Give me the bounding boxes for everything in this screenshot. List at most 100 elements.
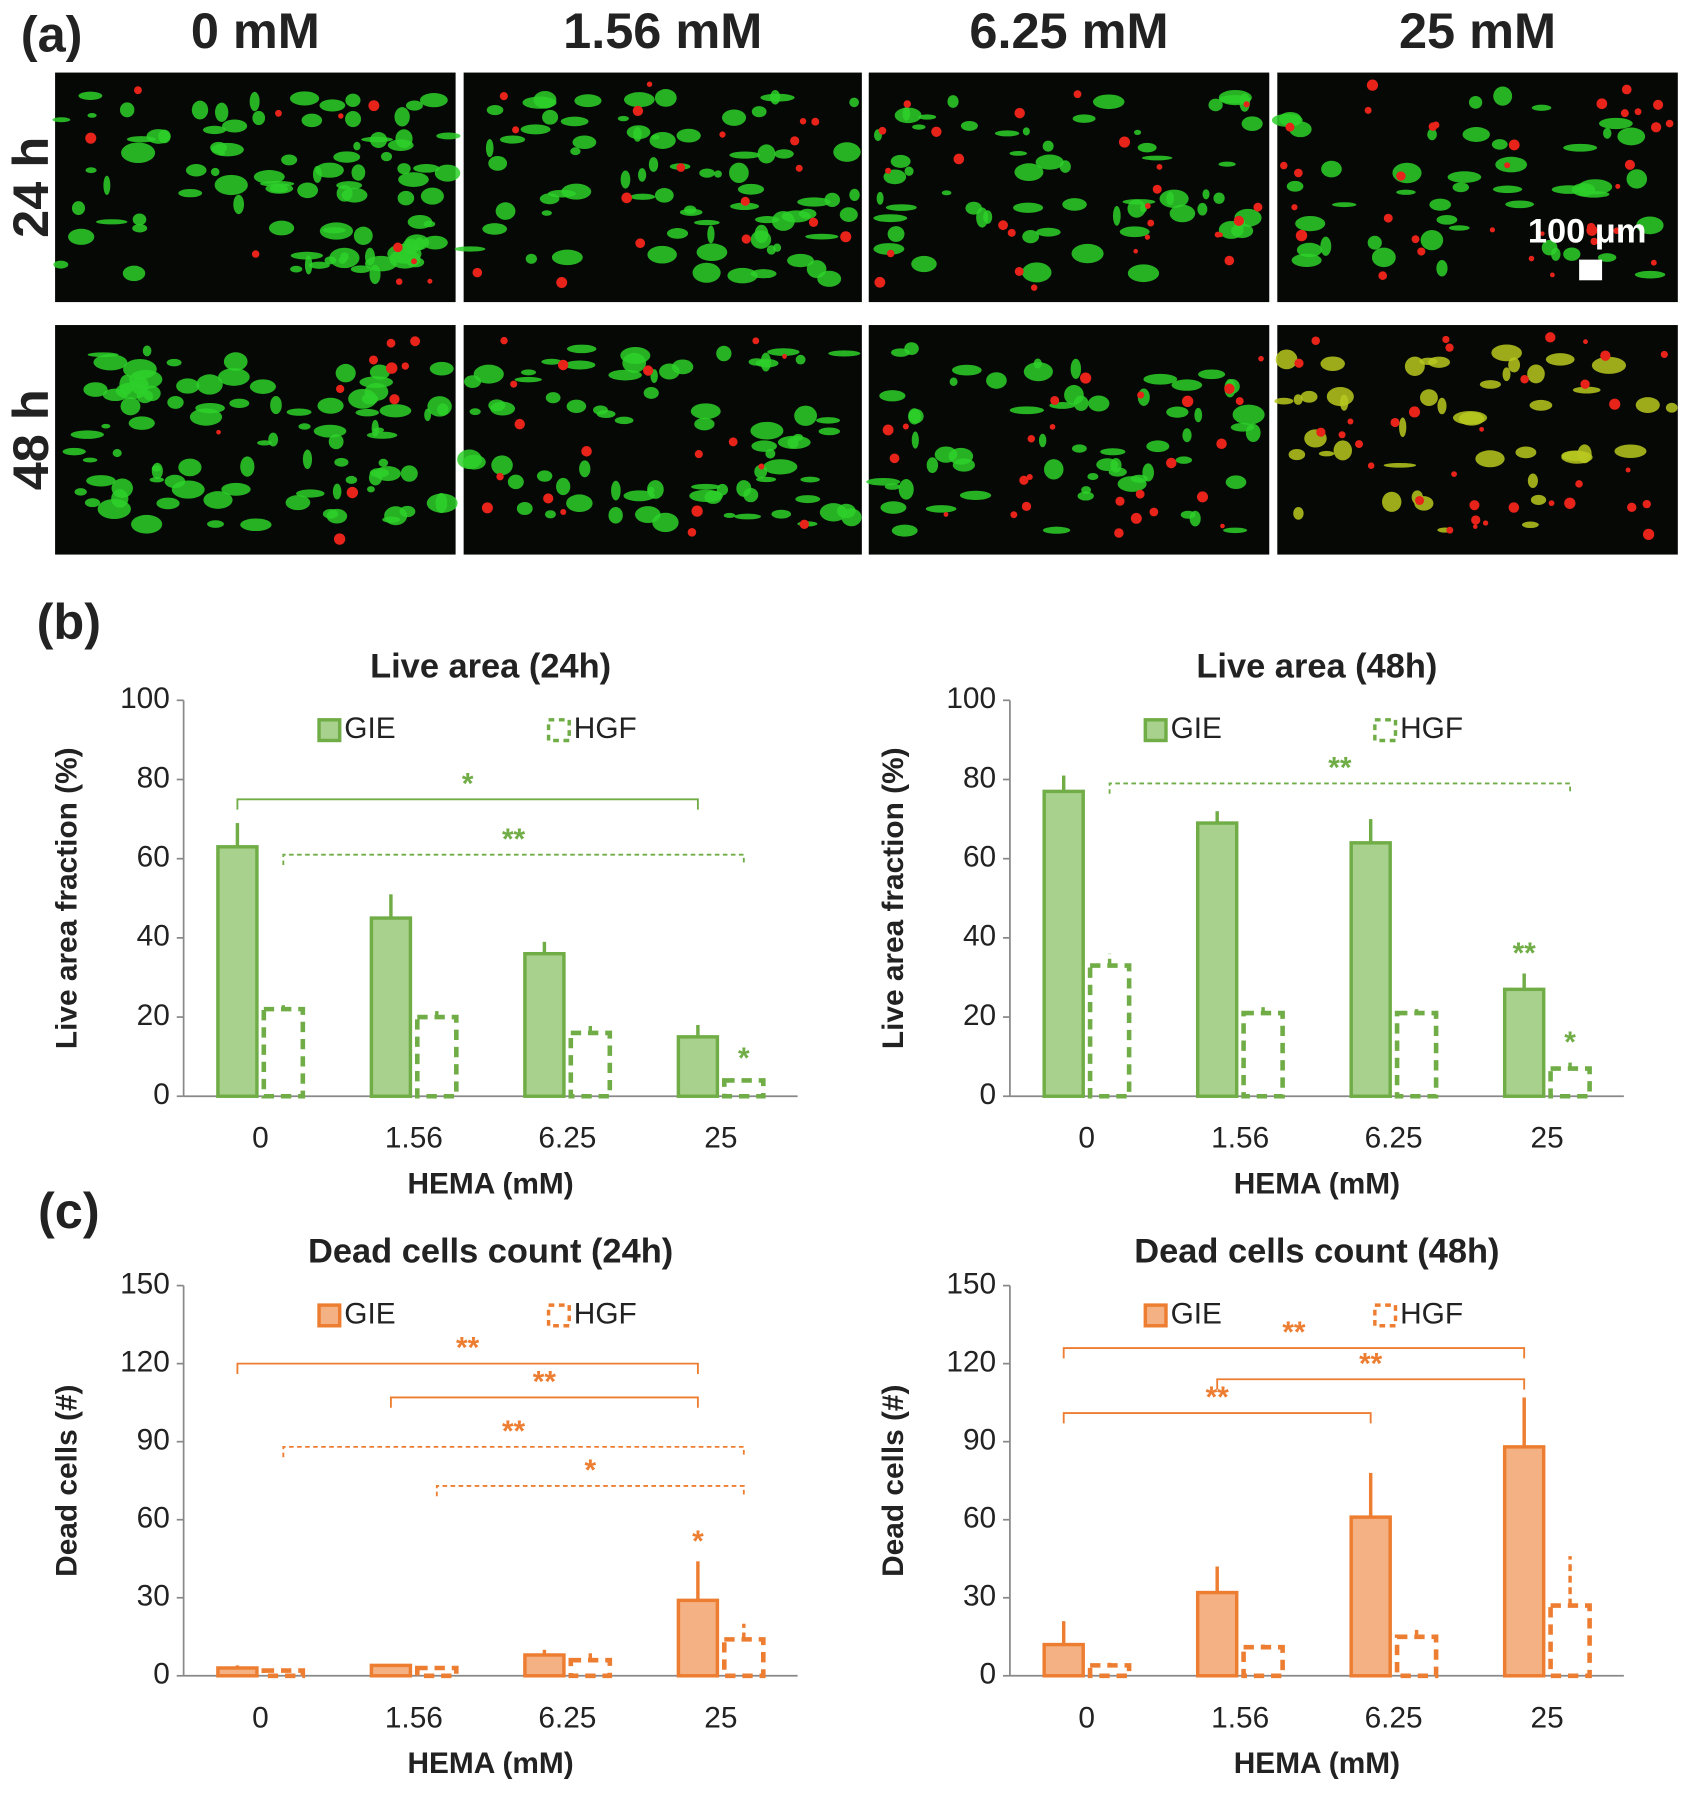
dead-cell: [1596, 98, 1608, 110]
cell-blob: [1492, 185, 1523, 194]
legend-label: HGF: [1400, 1297, 1463, 1330]
dead-cell: [510, 380, 518, 388]
dead-cell: [216, 429, 221, 435]
x-tick-label: 0: [252, 1122, 269, 1155]
significance-label: *: [462, 767, 474, 800]
cell-blob: [816, 417, 841, 424]
cell-blob: [1367, 235, 1382, 250]
panel-label: (b): [37, 593, 101, 650]
chart-title: Live area (48h): [1196, 647, 1437, 685]
cell-blob: [488, 155, 508, 171]
significance-label: *: [692, 1525, 704, 1558]
legend-label: GIE: [344, 1297, 395, 1330]
cell-blob: [70, 430, 104, 439]
cell-blob: [1274, 397, 1294, 405]
cell-blob: [464, 375, 482, 389]
dead-cell: [1152, 184, 1162, 194]
cell-blob: [1182, 428, 1192, 443]
cell-blob: [111, 489, 129, 508]
cell-blob: [149, 477, 164, 483]
cell-blob: [849, 97, 859, 108]
cell-blob: [166, 358, 182, 367]
cell-blob: [611, 480, 621, 501]
cell-blob: [1271, 113, 1303, 127]
cell-blob: [1293, 506, 1304, 520]
cell-blob: [62, 447, 86, 456]
dead-cell: [752, 337, 760, 345]
dead-cell: [1414, 495, 1425, 506]
chart-title: Dead cells count (48h): [1134, 1233, 1499, 1271]
cell-blob: [536, 470, 553, 482]
cell-blob: [912, 124, 926, 130]
cell-blob: [925, 505, 957, 513]
dead-cell: [1007, 228, 1016, 237]
legend-swatch: [317, 718, 342, 743]
dead-cell: [1504, 162, 1511, 169]
dead-cell: [427, 278, 433, 284]
dead-cell: [676, 163, 686, 172]
cell-blob: [1042, 140, 1054, 152]
bar: [676, 1035, 720, 1098]
dead-cell: [1489, 227, 1496, 233]
significance-label: **: [1513, 937, 1537, 970]
y-tick-label: 120: [120, 1346, 170, 1379]
cell-blob: [1241, 116, 1263, 132]
dead-cell: [557, 359, 569, 371]
x-axis-title: HEMA (mM): [1234, 1168, 1400, 1201]
cell-blob: [560, 116, 589, 127]
dead-cell: [1073, 90, 1082, 99]
y-axis-title: Dead cells (#): [877, 1385, 910, 1577]
dead-cell: [1243, 101, 1250, 108]
cell-blob: [771, 211, 795, 231]
dead-cell: [543, 493, 554, 504]
cell-blob: [818, 427, 841, 436]
y-axis-title: Live area fraction (%): [877, 747, 910, 1049]
x-axis-title: HEMA (mM): [407, 1168, 573, 1201]
cell-blob: [334, 457, 349, 467]
cell-blob: [880, 501, 907, 514]
bar: [1394, 1010, 1439, 1099]
dead-cell: [1472, 524, 1478, 529]
dead-cell: [1575, 480, 1583, 488]
dead-cell: [1316, 427, 1326, 437]
dead-cell: [1634, 108, 1642, 116]
dead-cell: [1383, 213, 1393, 223]
cell-blob: [1275, 349, 1298, 370]
dead-cell: [1590, 237, 1598, 246]
dead-cell: [1027, 434, 1036, 443]
x-tick-label: 6.25: [1365, 1122, 1423, 1155]
dead-cell: [882, 424, 894, 436]
cell-blob: [1383, 462, 1417, 468]
bar: [1502, 1445, 1546, 1678]
dead-cell: [1295, 229, 1308, 242]
cell-blob: [911, 255, 937, 273]
cell-blob: [727, 267, 758, 284]
cell-blob: [1175, 456, 1193, 464]
cell-blob: [295, 489, 325, 498]
cell-blob: [800, 476, 820, 483]
dead-cell: [889, 453, 900, 464]
dead-cell: [1442, 335, 1450, 344]
significance-label: **: [1359, 1347, 1383, 1380]
significance-bracket: [282, 1445, 745, 1458]
cell-blob: [1171, 379, 1203, 391]
dead-cell: [1233, 215, 1245, 226]
cell-blob: [350, 265, 372, 273]
y-tick-label: 60: [963, 841, 996, 874]
dead-cell: [1528, 255, 1535, 262]
cell-blob: [1022, 127, 1030, 136]
cell-blob: [1291, 253, 1322, 267]
cell-blob: [379, 404, 412, 418]
dead-cell: [346, 486, 359, 499]
cell-blob: [405, 100, 423, 111]
micrograph: [1271, 72, 1678, 303]
dead-cell: [1115, 496, 1125, 506]
dead-cell: [134, 86, 142, 95]
cell-blob: [286, 408, 312, 416]
dead-cell: [411, 258, 417, 265]
dead-cell: [1010, 511, 1018, 519]
dead-cell: [1014, 266, 1024, 276]
cell-blob: [666, 228, 689, 239]
cell-blob: [1437, 397, 1447, 415]
dead-cell: [740, 196, 750, 206]
